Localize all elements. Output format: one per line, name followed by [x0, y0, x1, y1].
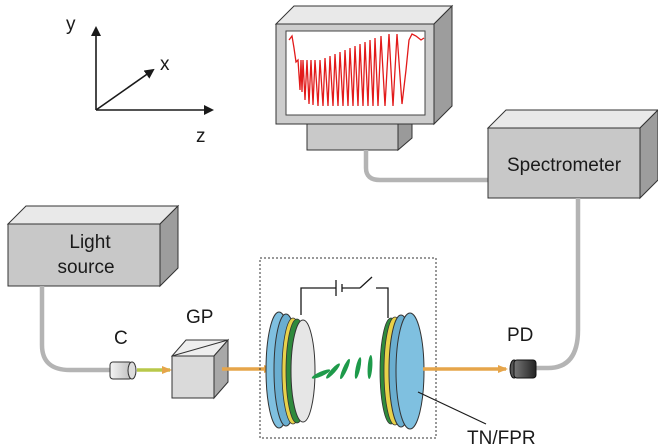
spectrometer-front: [487, 127, 641, 199]
circuit-wire-right: [376, 287, 389, 318]
monitor-side: [433, 4, 453, 126]
light-source-label-line2: source: [57, 257, 114, 278]
lc-molecules: [311, 355, 373, 380]
z-axis-label: z: [196, 126, 206, 147]
lc-molecule: [326, 363, 340, 379]
spectrometer-top: [486, 109, 658, 129]
polarizer-front: [171, 355, 215, 399]
photodetector-label: PD: [507, 325, 533, 346]
light-source-front: [7, 223, 161, 287]
sample-cell: [259, 257, 437, 439]
sample-label: TN/FPR: [467, 428, 536, 448]
sample-enclosure: [259, 257, 437, 439]
light-source-label-line1: Light: [69, 232, 111, 253]
lc-molecule: [354, 357, 362, 379]
pd-fiber: [536, 198, 581, 371]
collimator: C: [109, 328, 137, 380]
y-axis-label: y: [66, 14, 76, 35]
lc-molecule: [340, 358, 350, 380]
transmission-spectrum-curve: [288, 33, 425, 107]
photodetector-body: [513, 359, 537, 379]
polarizer-label: GP: [186, 307, 213, 328]
polarizer-diagonal: [171, 339, 229, 357]
glan-polarizer: GP: [170, 307, 230, 400]
lc-molecule: [311, 369, 331, 379]
right-substrate-blue: [395, 312, 425, 430]
spectrometer-label: Spectrometer: [507, 155, 622, 176]
lc-molecule: [367, 355, 373, 379]
switch-lever: [359, 276, 373, 289]
voltage-switch-circuit: [300, 276, 389, 318]
left-glass-plate: [290, 319, 316, 423]
light-source: Light source: [6, 204, 180, 288]
circuit-wire-left: [300, 287, 336, 315]
monitor-cable: [363, 150, 498, 183]
photodetector: PD: [507, 325, 537, 379]
monitor-top: [274, 5, 454, 25]
coordinate-axes: y x z: [66, 14, 214, 147]
source-fiber: [39, 286, 110, 373]
collimator-label: C: [114, 328, 128, 349]
spectrometer: Spectrometer: [486, 109, 658, 200]
x-axis-line: [95, 68, 155, 111]
monitor: [274, 4, 454, 152]
x-axis-label: x: [160, 54, 170, 75]
light-source-top: [6, 205, 180, 225]
sample-pointer-line: [417, 391, 487, 425]
collimator-face: [127, 361, 137, 380]
